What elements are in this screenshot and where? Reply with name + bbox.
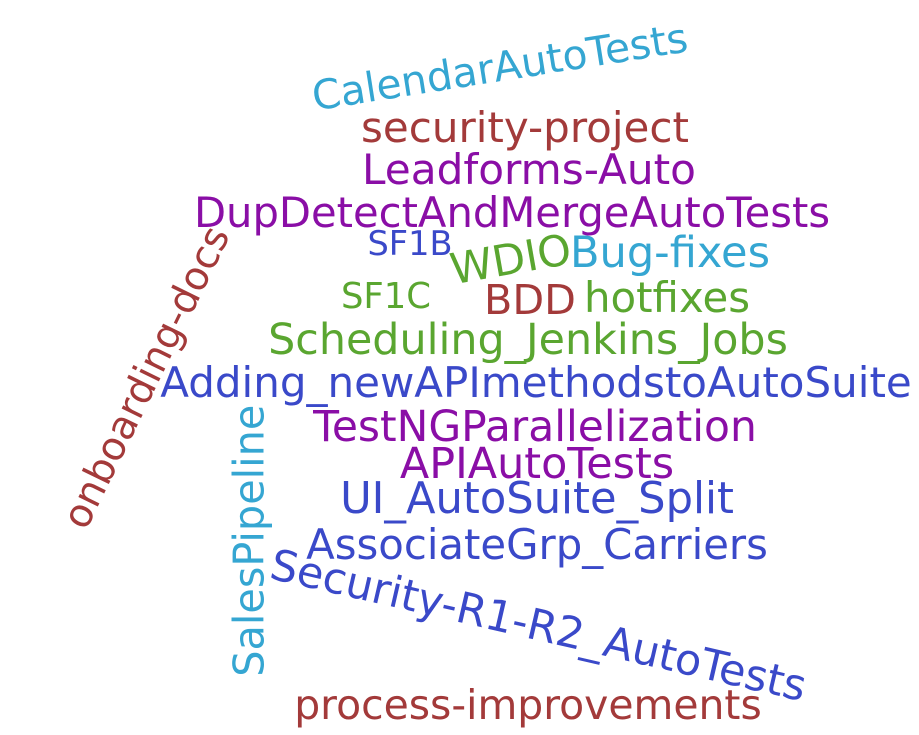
- word-sf1c: SF1C: [340, 276, 432, 318]
- word-apiautotests: APIAutoTests: [399, 438, 675, 489]
- word-bug-fixes: Bug-fixes: [569, 228, 771, 279]
- word-calendarautotests: CalendarAutoTests: [308, 13, 692, 121]
- word-dupdetectandmergeautotests: DupDetectAndMergeAutoTests: [193, 188, 831, 238]
- word-sf1b: SF1B: [367, 224, 453, 264]
- word-scheduling-jenkins-jobs: Scheduling_Jenkins_Jobs: [268, 314, 788, 365]
- word-associategrp-carriers: AssociateGrp_Carriers: [306, 520, 768, 570]
- word-ui-autosuite-split: UI_AutoSuite_Split: [340, 474, 734, 525]
- word-process-improvements: process-improvements: [294, 680, 762, 729]
- word-hotfixes: hotfixes: [583, 273, 751, 323]
- word-bdd: BDD: [484, 276, 576, 325]
- word-leadforms-auto: Leadforms-Auto: [362, 144, 696, 194]
- word-salespipeline: SalesPipeline: [225, 404, 274, 678]
- word-adding-newapimethodstoautosuite: Adding_newAPImethodstoAutoSuite: [160, 358, 912, 407]
- word-testngparallelization: TestNGParallelization: [313, 401, 757, 451]
- word-security-project: security-project: [361, 103, 689, 152]
